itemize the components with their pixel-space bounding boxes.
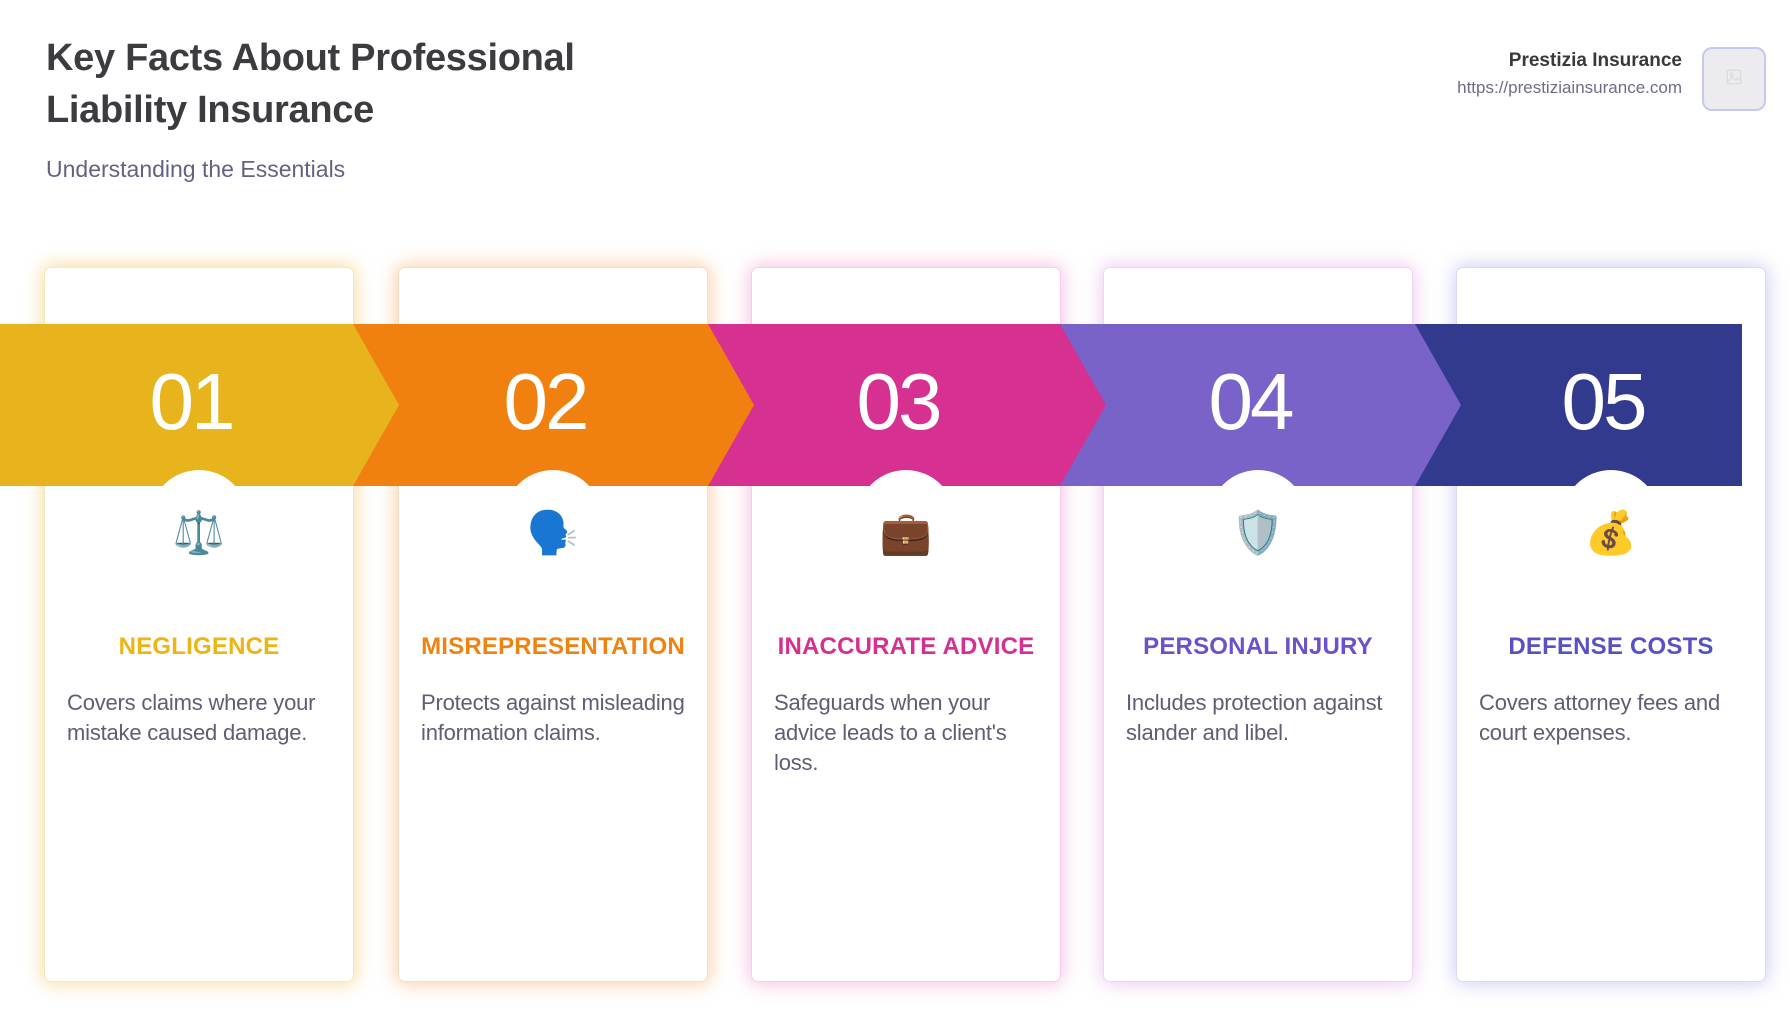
step-description: Safeguards when your advice leads to a c… bbox=[774, 690, 1007, 775]
step-description: Covers attorney fees and court expenses. bbox=[1479, 690, 1721, 745]
brand-name: Prestizia Insurance bbox=[1508, 50, 1682, 71]
speaking-head-icon: 🗣️ bbox=[526, 509, 580, 556]
step-title: MISREPRESENTATION bbox=[421, 633, 685, 660]
brand-logo-placeholder bbox=[1702, 47, 1766, 111]
money-bag-icon: 💰 bbox=[1584, 509, 1638, 556]
ribbon-segment-3 bbox=[708, 324, 1106, 486]
page-title-line1: Key Facts About Professional bbox=[46, 37, 575, 79]
page-title-line2: Liability Insurance bbox=[46, 89, 374, 131]
ribbon-segment-1 bbox=[0, 324, 399, 486]
balance-scale-icon: ⚖️ bbox=[172, 509, 226, 556]
ribbon-segment-2 bbox=[353, 324, 754, 486]
page-subtitle: Understanding the Essentials bbox=[46, 156, 346, 182]
step-description: Covers claims where your mistake caused … bbox=[67, 690, 316, 745]
step-title: INACCURATE ADVICE bbox=[777, 633, 1035, 660]
icon-notch bbox=[504, 470, 602, 568]
icon-notch bbox=[150, 470, 248, 568]
step-number: 01 bbox=[149, 357, 236, 446]
step-title: DEFENSE COSTS bbox=[1508, 633, 1714, 660]
page-title: Key Facts About Professional Liability In… bbox=[46, 32, 686, 136]
step-description: Protects against misleading information … bbox=[421, 690, 685, 745]
brand-block: Prestizia Insurance https://prestiziains… bbox=[1457, 50, 1682, 98]
step-title: PERSONAL INJURY bbox=[1143, 633, 1373, 660]
step-title: NEGLIGENCE bbox=[118, 633, 280, 660]
broken-image-icon bbox=[1725, 68, 1743, 91]
briefcase-icon: 💼 bbox=[879, 509, 933, 556]
icon-notch bbox=[1562, 470, 1660, 568]
step-number: 02 bbox=[503, 357, 590, 446]
brand-url: https://prestiziainsurance.com bbox=[1457, 78, 1682, 97]
ribbon-segment-5 bbox=[1415, 324, 1742, 486]
icon-notch bbox=[857, 470, 955, 568]
icon-notch bbox=[1209, 470, 1307, 568]
shield-icon: 🛡️ bbox=[1231, 509, 1285, 556]
step-number: 05 bbox=[1561, 357, 1648, 446]
step-number: 03 bbox=[856, 357, 943, 446]
step-number: 04 bbox=[1208, 357, 1295, 446]
ribbon-segment-4 bbox=[1060, 324, 1461, 486]
step-description: Includes protection against slander and … bbox=[1126, 690, 1383, 745]
